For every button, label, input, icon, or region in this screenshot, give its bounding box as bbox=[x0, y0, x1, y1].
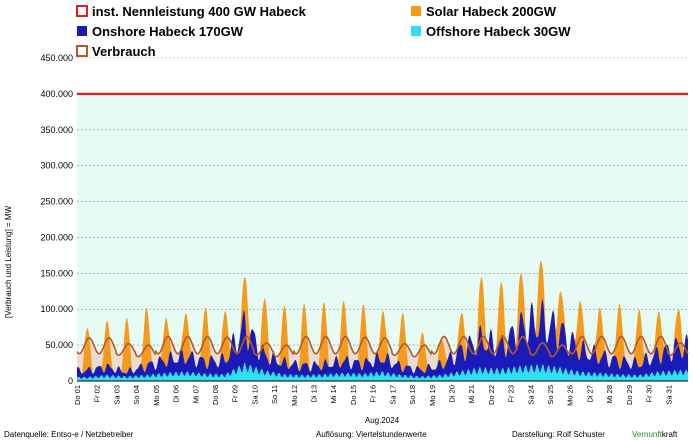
x-tick-label: So 11 bbox=[270, 385, 279, 404]
x-tick-label: Sa 03 bbox=[112, 385, 121, 405]
footer-resolution: Auflösung: Viertelstundenwerte bbox=[316, 430, 427, 439]
legend-label-capacity: inst. Nennleistung 400 GW Habeck bbox=[92, 4, 307, 19]
x-tick-label: Mi 21 bbox=[467, 385, 476, 403]
legend-marker-solar bbox=[411, 6, 421, 16]
offshore-area bbox=[77, 362, 688, 381]
verbrauch-line bbox=[76, 335, 689, 358]
footer-brand: Vernunftkraft bbox=[632, 430, 678, 439]
y-tick-label: 350.000 bbox=[40, 125, 73, 135]
x-tick-label: So 25 bbox=[546, 385, 555, 405]
y-tick-label: 100.000 bbox=[40, 304, 73, 314]
x-tick-label: Mo 12 bbox=[290, 385, 299, 406]
x-tick-label: Do 08 bbox=[211, 385, 220, 405]
x-tick-label: Fr 02 bbox=[93, 385, 102, 403]
y-tick-label: 0 bbox=[68, 376, 73, 386]
x-tick-label: Sa 24 bbox=[526, 385, 535, 405]
legend-label-solar: Solar Habeck 200GW bbox=[426, 4, 557, 19]
legend-label-offshore: Offshore Habeck 30GW bbox=[426, 24, 571, 39]
x-tick-label: Di 27 bbox=[585, 385, 594, 403]
x-tick-label: Di 06 bbox=[172, 385, 181, 403]
x-tick-label: Sa 10 bbox=[250, 385, 259, 405]
legend-marker-capacity bbox=[76, 5, 88, 17]
x-tick-label: So 04 bbox=[132, 385, 141, 405]
legend-marker-onshore bbox=[77, 26, 87, 36]
x-tick-label: Mi 07 bbox=[191, 385, 200, 403]
onshore-area bbox=[77, 298, 688, 381]
legend-marker-verbrauch bbox=[76, 45, 88, 57]
y-tick-label: 200.000 bbox=[40, 232, 73, 242]
x-tick-label: Sa 17 bbox=[388, 385, 397, 405]
y-tick-label: 400.000 bbox=[40, 89, 73, 99]
x-tick-label: Fr 23 bbox=[507, 385, 516, 403]
footer-brand-vernunft: Vernunft bbox=[632, 430, 663, 439]
x-tick-label: Do 29 bbox=[625, 385, 634, 405]
y-tick-label: 50.000 bbox=[45, 340, 73, 350]
y-tick-label: 250.000 bbox=[40, 197, 73, 207]
x-tick-label: Mi 14 bbox=[329, 385, 338, 403]
x-tick-label: Do 01 bbox=[73, 385, 82, 405]
x-tick-label: Fr 09 bbox=[231, 385, 240, 403]
y-tick-label: 300.000 bbox=[40, 161, 73, 171]
footer-author: Darstellung: Rolf Schuster bbox=[512, 430, 605, 439]
x-tick-label: Do 15 bbox=[349, 385, 358, 405]
x-axis-title: Aug.2024 bbox=[365, 416, 400, 425]
y-tick-label: 450.000 bbox=[40, 53, 73, 63]
footer-source: Datenquelle: Entso-e / Netzbetreiber bbox=[4, 430, 134, 439]
x-tick-labels: Do 01 Fr 02 Sa 03 So 04 Mo 05 Di 06 Mi 07 Do 08… bbox=[73, 385, 673, 406]
x-tick-label: Do 22 bbox=[487, 385, 496, 405]
x-tick-label: Mo 19 bbox=[428, 385, 437, 406]
legend-marker-offshore bbox=[411, 26, 421, 36]
x-tick-label: Mi 28 bbox=[605, 385, 614, 403]
x-tick-label: Mo 05 bbox=[152, 385, 161, 406]
legend-label-onshore: Onshore Habeck 170GW bbox=[92, 24, 244, 39]
x-tick-label: Fr 16 bbox=[369, 385, 378, 403]
y-axis-title: [Verbrauch und Leistung] = MW bbox=[4, 205, 13, 318]
y-tick-label: 150.000 bbox=[40, 268, 73, 278]
legend: inst. Nennleistung 400 GW Habeck Solar H… bbox=[76, 4, 571, 59]
legend-label-verbrauch: Verbrauch bbox=[92, 44, 156, 59]
x-tick-label: So 18 bbox=[408, 385, 417, 405]
plot-area: 0 50.000 100.000 150.000 200.000 250.000 300.0… bbox=[40, 53, 689, 406]
y-tick-labels: 0 50.000 100.000 150.000 200.000 250.000 300.0… bbox=[40, 53, 73, 386]
x-tick-label: Sa 31 bbox=[664, 385, 673, 405]
x-tick-label: Fr 30 bbox=[645, 385, 654, 403]
x-tick-label: Mo 26 bbox=[566, 385, 575, 406]
x-tick-label: Di 13 bbox=[310, 385, 319, 403]
footer-brand-kraft: kraft bbox=[662, 430, 678, 439]
x-tick-label: Di 20 bbox=[447, 385, 456, 403]
